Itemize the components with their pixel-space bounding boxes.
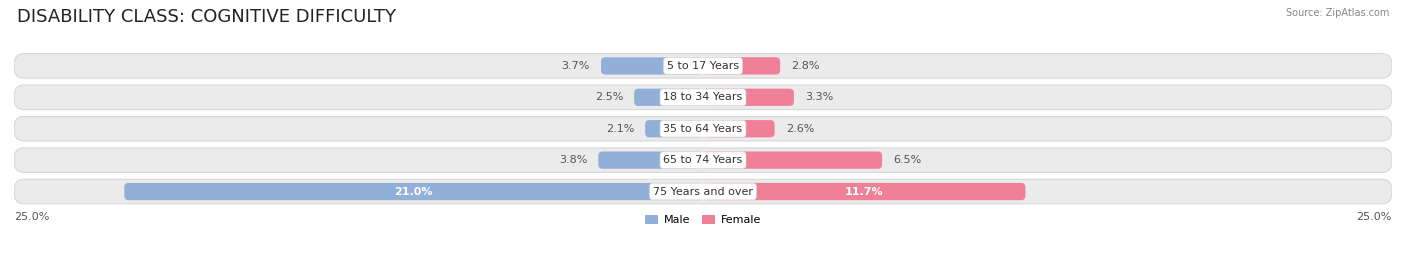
Text: 2.5%: 2.5% — [595, 92, 623, 102]
FancyBboxPatch shape — [599, 151, 703, 169]
Text: 25.0%: 25.0% — [1357, 212, 1392, 222]
Text: 75 Years and over: 75 Years and over — [652, 187, 754, 197]
FancyBboxPatch shape — [703, 183, 1025, 200]
Text: 65 to 74 Years: 65 to 74 Years — [664, 155, 742, 165]
FancyBboxPatch shape — [14, 116, 1392, 141]
FancyBboxPatch shape — [14, 179, 1392, 204]
Text: 2.6%: 2.6% — [786, 124, 814, 134]
FancyBboxPatch shape — [703, 120, 775, 137]
FancyBboxPatch shape — [14, 85, 1392, 110]
FancyBboxPatch shape — [703, 57, 780, 75]
FancyBboxPatch shape — [634, 89, 703, 106]
Text: 35 to 64 Years: 35 to 64 Years — [664, 124, 742, 134]
Text: 3.3%: 3.3% — [806, 92, 834, 102]
Text: 21.0%: 21.0% — [395, 187, 433, 197]
FancyBboxPatch shape — [703, 89, 794, 106]
Text: 2.1%: 2.1% — [606, 124, 634, 134]
FancyBboxPatch shape — [645, 120, 703, 137]
Legend: Male, Female: Male, Female — [641, 210, 765, 230]
FancyBboxPatch shape — [600, 57, 703, 75]
Text: DISABILITY CLASS: COGNITIVE DIFFICULTY: DISABILITY CLASS: COGNITIVE DIFFICULTY — [17, 8, 396, 26]
Text: Source: ZipAtlas.com: Source: ZipAtlas.com — [1285, 8, 1389, 18]
Text: 5 to 17 Years: 5 to 17 Years — [666, 61, 740, 71]
Text: 25.0%: 25.0% — [14, 212, 49, 222]
Text: 3.8%: 3.8% — [558, 155, 588, 165]
Text: 11.7%: 11.7% — [845, 187, 883, 197]
Text: 2.8%: 2.8% — [792, 61, 820, 71]
FancyBboxPatch shape — [14, 54, 1392, 78]
Text: 18 to 34 Years: 18 to 34 Years — [664, 92, 742, 102]
FancyBboxPatch shape — [703, 151, 882, 169]
FancyBboxPatch shape — [14, 148, 1392, 172]
FancyBboxPatch shape — [124, 183, 703, 200]
Text: 6.5%: 6.5% — [893, 155, 921, 165]
Text: 3.7%: 3.7% — [561, 61, 591, 71]
